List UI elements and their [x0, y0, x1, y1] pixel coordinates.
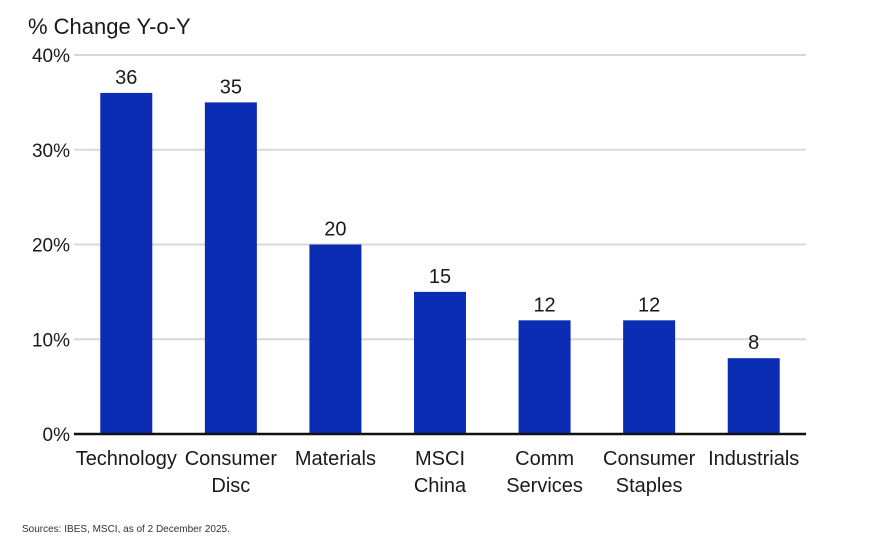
bar: [414, 291, 466, 434]
source-note: Sources: IBES, MSCI, as of 2 December 20…: [22, 524, 230, 535]
bar: [623, 320, 676, 434]
x-tick-label: Services: [506, 475, 583, 497]
data-label: 36: [115, 67, 137, 89]
y-tick-label: 0%: [43, 425, 71, 446]
data-label: 12: [533, 294, 555, 316]
bar: [727, 358, 780, 434]
x-tick-label: Staples: [616, 475, 683, 497]
data-label: 20: [324, 219, 346, 241]
data-labels: 36 35 20 15 12 12 8: [115, 67, 759, 354]
bar: [518, 320, 571, 434]
x-tick-labels: Technology Consumer Disc Materials MSCI China…: [76, 448, 800, 497]
x-tick-label: China: [414, 475, 467, 497]
gridlines: [74, 54, 806, 341]
x-tick-label: Consumer: [603, 448, 696, 470]
x-tick-label: Disc: [211, 475, 250, 497]
y-tick-labels: 0% 10% 20% 30% 40%: [32, 46, 70, 446]
data-label: 35: [220, 76, 242, 98]
bars: [100, 92, 780, 435]
y-tick-label: 30%: [32, 141, 70, 162]
x-tick-label: Materials: [295, 448, 376, 470]
data-label: 12: [638, 294, 660, 316]
x-tick-label: Industrials: [708, 448, 799, 470]
y-tick-label: 40%: [32, 46, 70, 67]
y-tick-label: 10%: [32, 330, 70, 351]
y-tick-label: 20%: [32, 236, 70, 257]
y-axis-title: % Change Y-o-Y: [28, 14, 191, 39]
bar: [204, 102, 257, 434]
data-label: 15: [429, 266, 451, 288]
bar: [100, 92, 153, 435]
x-tick-label: Comm: [515, 448, 574, 470]
x-tick-label: Consumer: [185, 448, 278, 470]
data-label: 8: [748, 332, 759, 354]
bar: [309, 244, 362, 434]
x-tick-label: MSCI: [415, 448, 465, 470]
x-tick-label: Technology: [76, 448, 177, 470]
